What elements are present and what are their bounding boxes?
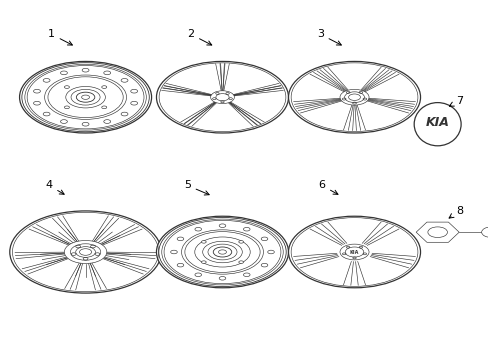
Text: 4: 4 bbox=[45, 180, 64, 194]
Ellipse shape bbox=[339, 89, 368, 105]
Ellipse shape bbox=[76, 247, 95, 257]
Text: 5: 5 bbox=[183, 180, 209, 195]
Text: 7: 7 bbox=[448, 96, 462, 106]
Ellipse shape bbox=[218, 250, 226, 254]
Ellipse shape bbox=[61, 71, 67, 75]
Ellipse shape bbox=[102, 106, 106, 109]
Ellipse shape bbox=[64, 106, 69, 109]
Ellipse shape bbox=[243, 228, 249, 231]
Ellipse shape bbox=[177, 237, 183, 240]
Text: 1: 1 bbox=[48, 29, 72, 45]
Ellipse shape bbox=[427, 227, 447, 238]
Text: 3: 3 bbox=[316, 29, 341, 45]
Ellipse shape bbox=[130, 102, 137, 105]
Ellipse shape bbox=[64, 240, 106, 264]
Ellipse shape bbox=[170, 250, 177, 254]
Ellipse shape bbox=[102, 86, 106, 89]
Ellipse shape bbox=[219, 276, 225, 280]
Ellipse shape bbox=[267, 250, 274, 254]
Ellipse shape bbox=[82, 68, 89, 72]
Ellipse shape bbox=[82, 122, 89, 126]
Ellipse shape bbox=[61, 120, 67, 123]
Ellipse shape bbox=[339, 244, 368, 260]
Ellipse shape bbox=[413, 103, 460, 146]
Ellipse shape bbox=[156, 62, 288, 133]
Ellipse shape bbox=[177, 264, 183, 267]
Ellipse shape bbox=[261, 264, 267, 267]
Ellipse shape bbox=[130, 89, 137, 93]
Polygon shape bbox=[415, 222, 458, 242]
Ellipse shape bbox=[20, 62, 151, 133]
Text: 8: 8 bbox=[448, 206, 462, 218]
Ellipse shape bbox=[288, 62, 420, 133]
Ellipse shape bbox=[10, 211, 161, 293]
Ellipse shape bbox=[219, 224, 225, 228]
Ellipse shape bbox=[81, 95, 89, 99]
Text: 2: 2 bbox=[187, 29, 211, 45]
Ellipse shape bbox=[64, 86, 69, 89]
Ellipse shape bbox=[121, 112, 128, 116]
Ellipse shape bbox=[121, 78, 128, 82]
Ellipse shape bbox=[348, 94, 360, 100]
Ellipse shape bbox=[210, 91, 234, 104]
Ellipse shape bbox=[238, 261, 243, 264]
Text: 6: 6 bbox=[318, 180, 337, 194]
Ellipse shape bbox=[195, 273, 201, 276]
Ellipse shape bbox=[213, 247, 231, 257]
Text: KIA: KIA bbox=[349, 249, 359, 255]
Ellipse shape bbox=[43, 112, 50, 116]
Ellipse shape bbox=[34, 89, 41, 93]
Ellipse shape bbox=[43, 78, 50, 82]
Ellipse shape bbox=[481, 227, 488, 238]
Ellipse shape bbox=[288, 216, 420, 288]
Ellipse shape bbox=[103, 120, 110, 123]
Ellipse shape bbox=[238, 240, 243, 243]
Ellipse shape bbox=[156, 216, 288, 288]
Ellipse shape bbox=[201, 240, 206, 243]
Ellipse shape bbox=[201, 261, 206, 264]
Text: KIA: KIA bbox=[425, 116, 448, 129]
Ellipse shape bbox=[261, 237, 267, 240]
Ellipse shape bbox=[243, 273, 249, 276]
Ellipse shape bbox=[34, 102, 41, 105]
Ellipse shape bbox=[103, 71, 110, 75]
Ellipse shape bbox=[76, 92, 95, 102]
Ellipse shape bbox=[195, 228, 201, 231]
